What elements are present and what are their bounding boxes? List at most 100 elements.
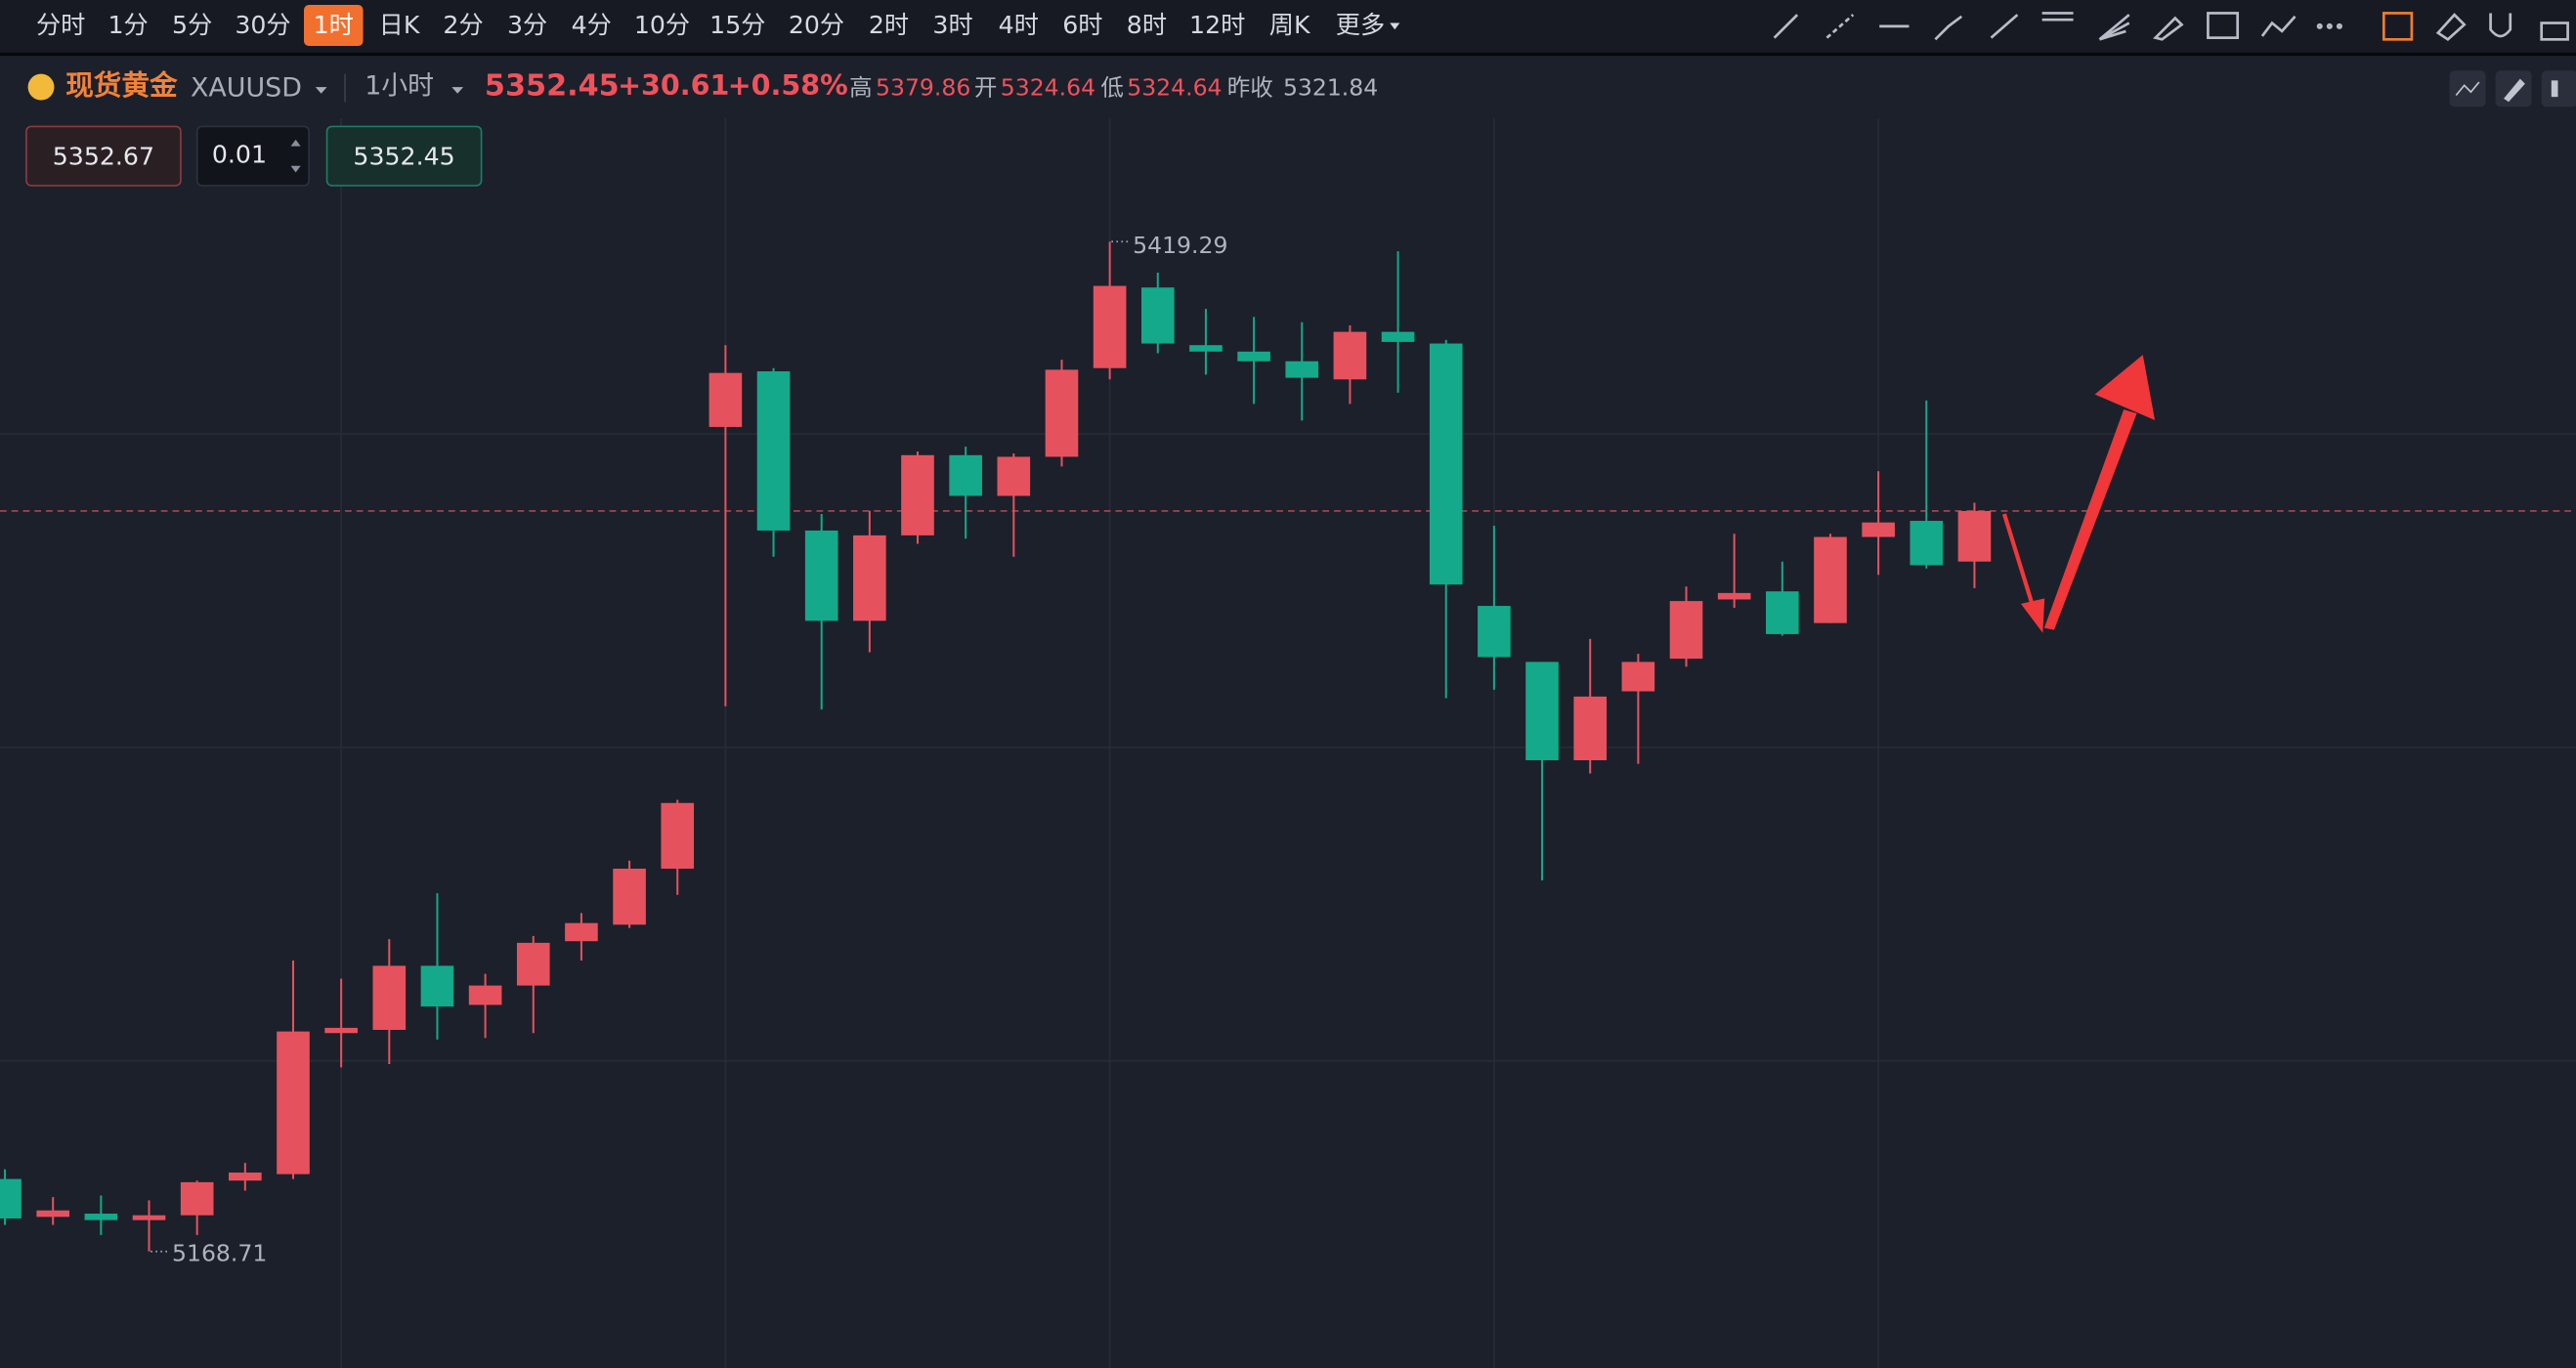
timeframe[interactable]: 2时 — [869, 11, 909, 39]
candle-body — [1478, 606, 1511, 658]
high-label: 5419.29 — [1133, 232, 1227, 259]
candle-body — [1957, 510, 1992, 562]
symbol[interactable]: XAUUSD — [191, 72, 302, 103]
period[interactable]: 1小时 — [365, 71, 434, 102]
tool-lock[interactable] — [2540, 21, 2569, 41]
candle-body — [1621, 662, 1655, 692]
arrow-up-shaft — [2043, 409, 2137, 630]
timeframe[interactable]: 30分 — [235, 11, 290, 39]
drawing-tools — [1773, 12, 2569, 42]
candle-body — [756, 371, 791, 531]
arrow-up-head — [2094, 355, 2156, 420]
stat-label: 低 — [1100, 73, 1124, 101]
candle-body — [565, 922, 598, 942]
candle-body — [1381, 331, 1415, 342]
style-button[interactable] — [2541, 70, 2576, 107]
candle-body — [613, 868, 646, 925]
buy-price: 5352.45 — [353, 142, 454, 170]
candle-body — [516, 942, 550, 986]
tool-eraser[interactable] — [2435, 13, 2467, 42]
spinner[interactable] — [290, 139, 301, 173]
timeframe[interactable]: 6时 — [1062, 11, 1102, 39]
timeframe[interactable]: 15分 — [709, 11, 765, 39]
candle-body — [372, 965, 407, 1030]
symbol-caret — [315, 87, 327, 94]
icon — [2551, 80, 2558, 98]
timeframe[interactable]: 3分 — [507, 11, 547, 39]
timeframe[interactable]: 5分 — [172, 11, 212, 39]
tool-image[interactable] — [2207, 12, 2240, 39]
chart: 5419.29 5168.71 — [0, 118, 2576, 1368]
arrow-down-head — [2021, 598, 2045, 633]
icon — [2455, 81, 2480, 97]
stat-value: 5324.64 — [1127, 73, 1222, 101]
candle-body — [1766, 591, 1799, 634]
candle-body — [1862, 522, 1895, 537]
tool-line[interactable] — [1990, 14, 2019, 39]
last-price: 5352.45 — [485, 69, 620, 104]
candle-body — [1237, 351, 1270, 362]
timeframe[interactable]: 20分 — [789, 11, 844, 39]
tool-wave[interactable] — [2260, 15, 2297, 37]
candle-body — [853, 534, 886, 621]
candle-body — [132, 1215, 166, 1220]
candle-body — [180, 1181, 214, 1216]
tool-segment[interactable] — [1934, 15, 1963, 41]
timeframe[interactable]: 2分 — [443, 11, 483, 39]
tool-fib[interactable] — [2041, 12, 2074, 21]
candle-body — [1429, 343, 1463, 585]
sell-box[interactable] — [25, 125, 182, 187]
candle-body — [1717, 592, 1751, 600]
tool-edit[interactable] — [2382, 12, 2414, 41]
timeframe[interactable]: 3时 — [932, 11, 972, 39]
timeframe[interactable]: 日K — [379, 11, 421, 39]
timeframe[interactable]: 1时 — [314, 11, 354, 39]
candle-body — [1573, 696, 1608, 761]
candle-body — [84, 1214, 118, 1220]
candle-body — [949, 454, 982, 496]
candle-body — [661, 802, 695, 869]
candle-body — [229, 1172, 262, 1181]
timeframe[interactable]: 12时 — [1189, 11, 1245, 39]
timeframe[interactable]: 分时 — [36, 11, 85, 39]
tool-fan[interactable] — [2098, 14, 2130, 41]
quantity-input[interactable] — [195, 125, 310, 187]
more-caret — [1390, 22, 1400, 30]
tool-extended[interactable] — [1825, 14, 1855, 39]
tool-magnet[interactable] — [2489, 13, 2512, 38]
icon — [2504, 78, 2525, 103]
timeframe[interactable]: 8时 — [1127, 11, 1167, 39]
stat-label: 高 — [849, 73, 873, 101]
timeframe[interactable]: 1分 — [107, 11, 148, 39]
candle-body — [997, 456, 1031, 496]
arrow-down-line — [2001, 513, 2035, 606]
timeframe[interactable]: 4时 — [999, 11, 1039, 39]
low-label: 5168.71 — [172, 1240, 267, 1267]
instrument-name: 现货黄金 — [65, 68, 178, 102]
candle-body — [708, 372, 743, 427]
candle-body — [1910, 521, 1944, 566]
stat-value: 5324.64 — [1001, 73, 1095, 101]
candle-body — [1333, 331, 1367, 380]
candle-body — [36, 1210, 70, 1218]
tool-ray[interactable] — [1773, 14, 1799, 39]
candle-body — [901, 454, 934, 535]
candle-body — [324, 1027, 358, 1034]
candle-body — [1189, 345, 1223, 352]
buy-box[interactable] — [325, 125, 483, 187]
timeframe[interactable]: 更多 — [1336, 11, 1385, 39]
tool-brush[interactable] — [2153, 16, 2184, 41]
tool-more[interactable] — [2316, 22, 2342, 29]
stats: 高 5379.86 开 5324.64 低 5324.64 昨收 5321.84 — [849, 73, 1378, 101]
timeframe[interactable]: 周K — [1269, 11, 1311, 39]
stat-value: 5321.84 — [1283, 73, 1378, 101]
timeframe[interactable]: 4分 — [572, 11, 612, 39]
candle-body — [1669, 601, 1703, 660]
timeframe[interactable]: 10分 — [634, 11, 690, 39]
active-timeframe — [304, 5, 364, 47]
candle-body — [1140, 287, 1175, 344]
arrow-annotation — [2001, 355, 2156, 633]
